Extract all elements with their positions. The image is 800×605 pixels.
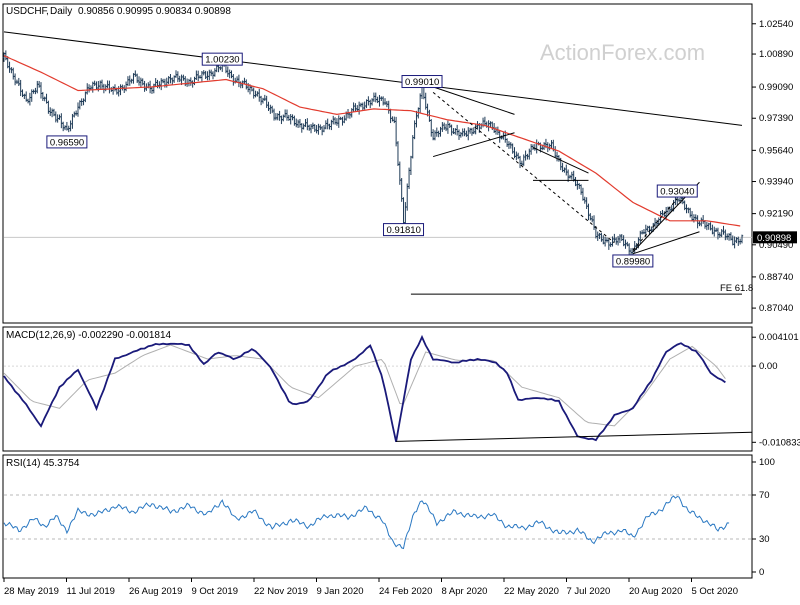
rsi-panel <box>2 454 753 579</box>
price-tick-label: 0.87040 <box>759 303 793 314</box>
rsi-axis: 100 70 30 0 <box>752 457 775 578</box>
macd-signal-line <box>3 344 726 427</box>
date-tick-label: 9 Jan 2020 <box>317 586 364 597</box>
price-header: USDCHF , Daily 0.90856 0.90995 0.90834 0… <box>6 6 231 17</box>
macd-header: MACD(12,26,9) -0.002290 -0.001814 <box>6 330 172 341</box>
trendline <box>3 31 743 126</box>
price-axis: 1.02540 1.00890 0.99090 0.97390 0.95640 0.939… <box>752 19 797 314</box>
date-tick-label: 9 Oct 2019 <box>192 586 238 597</box>
rsi-tick-label: 0 <box>759 567 764 578</box>
price-series: FE 61.8 1.00230 0.96590 0.99010 0.91810 0.930… <box>2 31 753 295</box>
date-axis: 28 May 2019 11 Jul 2019 26 Aug 2019 9 Oct 2… <box>3 578 738 597</box>
date-tick-label: 24 Feb 2020 <box>379 586 432 597</box>
date-tick-label: 22 May 2020 <box>504 586 559 597</box>
price-level-label: 0.99010 <box>405 77 439 88</box>
price-tick-label: 0.88740 <box>759 272 793 283</box>
price-level-label: 0.93040 <box>660 187 694 198</box>
price-panel <box>2 3 753 324</box>
date-tick-label: 20 Aug 2020 <box>629 586 682 597</box>
date-tick-label: 22 Nov 2019 <box>254 586 308 597</box>
price-level-box <box>383 223 425 237</box>
price-level-label: 0.89980 <box>616 256 650 267</box>
price-tick-label: 0.97390 <box>759 113 793 124</box>
trendline <box>532 146 589 174</box>
symbol-label: USDCHF <box>6 6 48 17</box>
trendline <box>632 231 700 255</box>
price-level-box <box>656 184 698 198</box>
watermark: ActionForex.com <box>540 40 705 65</box>
fe-label: FE 61.8 <box>720 283 753 294</box>
trendline <box>632 198 678 251</box>
rsi-series <box>3 494 752 550</box>
rsi-tick-label: 30 <box>759 534 770 545</box>
trendline <box>432 86 515 115</box>
macd-panel <box>2 326 753 452</box>
price-tick-label: 0.99090 <box>759 82 793 93</box>
price-tick-label: 0.93940 <box>759 177 793 188</box>
price-tick-label: 1.00890 <box>759 49 793 60</box>
price-tick-label: 0.92190 <box>759 209 793 220</box>
macd-line <box>3 334 726 442</box>
macd-trendline <box>396 431 753 442</box>
header-comma: , <box>46 6 49 17</box>
rsi-header: RSI(14) 45.3754 <box>6 458 80 469</box>
price-level-label: 1.00230 <box>205 55 239 66</box>
last-price-label: 0.90898 <box>757 233 791 244</box>
price-level-label: 0.96590 <box>50 137 84 148</box>
rsi-tick-label: 100 <box>759 457 775 468</box>
price-level-label: 0.91810 <box>387 225 421 236</box>
macd-tick-label: 0.004101 <box>759 332 799 343</box>
macd-series <box>3 334 753 442</box>
date-tick-label: 28 May 2019 <box>4 586 59 597</box>
price-level-box <box>401 75 443 89</box>
macd-tick-label: -0.010833 <box>759 437 800 448</box>
date-tick-label: 5 Oct 2020 <box>692 586 738 597</box>
date-tick-label: 26 Aug 2019 <box>129 586 182 597</box>
price-level-box <box>201 52 243 66</box>
last-price-box <box>753 231 797 244</box>
price-tick-label: 1.02540 <box>759 19 793 30</box>
price-tick-label: 0.90490 <box>759 240 793 251</box>
timeframe-label: Daily <box>50 6 72 17</box>
trendline <box>432 132 515 158</box>
rsi-line <box>3 495 730 550</box>
rsi-tick-label: 70 <box>759 490 770 501</box>
date-tick-label: 7 Jul 2020 <box>567 586 611 597</box>
macd-axis: 0.004101 0.00 -0.010833 <box>752 332 800 448</box>
price-level-box <box>46 135 88 149</box>
price-level-box <box>612 254 654 268</box>
price-tick-label: 0.95640 <box>759 145 793 156</box>
macd-tick-label: 0.00 <box>759 361 778 372</box>
date-tick-label: 8 Apr 2020 <box>442 586 488 597</box>
date-tick-label: 11 Jul 2019 <box>67 586 115 597</box>
ohlc-values: 0.90856 0.90995 0.90834 0.90898 <box>78 6 231 17</box>
moving-average-line <box>3 55 741 227</box>
